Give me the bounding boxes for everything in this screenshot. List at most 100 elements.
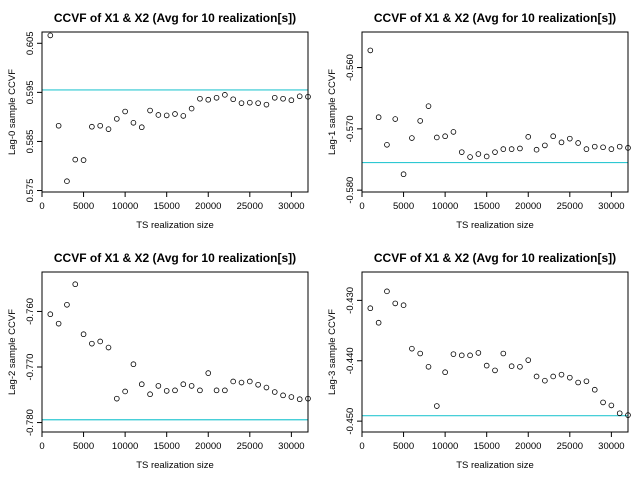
data-point	[197, 95, 203, 102]
data-point	[80, 157, 87, 163]
data-point	[188, 105, 195, 112]
plot-frame	[361, 271, 629, 433]
data-point	[517, 145, 523, 152]
x-tick-label: 20000	[515, 441, 541, 452]
data-point	[600, 399, 606, 406]
data-point	[238, 100, 245, 106]
data-point	[247, 378, 253, 385]
data-point	[591, 386, 598, 393]
data-point	[533, 373, 540, 380]
x-tick-label: 5000	[73, 201, 94, 212]
y-axis-label: Lag-0 sample CCVF	[7, 69, 18, 155]
y-axis-label: Lag-2 sample CCVF	[7, 309, 18, 395]
y-tick-label: -0.450	[345, 408, 356, 435]
data-point	[608, 146, 615, 152]
data-point	[288, 394, 295, 400]
chart-title: CCVF of X1 & X2 (Avg for 10 realization[…	[374, 11, 616, 25]
data-point	[616, 410, 623, 417]
x-tick-label: 25000	[557, 201, 583, 212]
x-tick-label: 15000	[153, 201, 179, 212]
y-tick-label: -0.440	[345, 347, 356, 374]
data-point	[55, 320, 62, 327]
panel-1: CCVF of X1 & X2 (Avg for 10 realization[…	[327, 11, 631, 231]
data-point	[483, 153, 490, 160]
data-point	[114, 116, 120, 122]
data-point	[467, 154, 473, 160]
panel-0: CCVF of X1 & X2 (Avg for 10 realization[…	[7, 11, 311, 231]
y-tick-label: -0.560	[345, 54, 356, 81]
data-point	[492, 149, 498, 155]
data-point	[583, 378, 590, 385]
data-point	[222, 387, 228, 394]
y-tick-label: -0.760	[25, 298, 36, 325]
data-point	[600, 144, 606, 151]
data-point	[417, 350, 423, 357]
x-tick-label: 25000	[237, 201, 263, 212]
data-point	[55, 122, 62, 129]
x-tick-label: 25000	[237, 441, 263, 452]
x-tick-label: 25000	[557, 441, 583, 452]
data-point	[205, 96, 212, 103]
y-tick-label: -0.770	[25, 354, 36, 381]
panel-2: CCVF of X1 & X2 (Avg for 10 realization[…	[7, 251, 311, 471]
x-tick-label: 15000	[473, 441, 499, 452]
data-point	[122, 388, 128, 395]
data-point	[89, 123, 95, 130]
data-point	[230, 378, 236, 385]
data-point	[72, 281, 79, 288]
data-point	[450, 351, 457, 357]
data-point	[442, 133, 448, 140]
data-point	[425, 103, 432, 109]
data-point	[97, 122, 103, 129]
data-point	[492, 367, 498, 374]
data-point	[114, 395, 120, 402]
x-tick-label: 10000	[432, 441, 458, 452]
data-point	[255, 381, 261, 388]
y-axis-label: Lag-1 sample CCVF	[327, 69, 338, 155]
data-point	[558, 139, 565, 146]
data-point	[213, 94, 220, 101]
y-tick-label: -0.570	[345, 115, 356, 142]
x-tick-label: 10000	[432, 201, 458, 212]
data-point	[450, 129, 457, 135]
data-point	[147, 107, 153, 114]
data-point	[500, 146, 507, 152]
data-point	[271, 94, 278, 101]
data-point	[591, 143, 598, 150]
x-tick-label: 5000	[73, 441, 94, 452]
data-point	[483, 362, 490, 369]
data-point	[550, 373, 556, 380]
x-tick-label: 0	[359, 201, 364, 212]
data-point	[517, 363, 523, 370]
data-point	[458, 352, 465, 359]
chart-title: CCVF of X1 & X2 (Avg for 10 realization[…	[54, 251, 296, 265]
data-point	[105, 126, 112, 132]
data-point	[467, 352, 473, 359]
data-point	[172, 387, 178, 394]
x-axis-label: TS realization size	[136, 220, 214, 231]
data-point	[542, 142, 548, 149]
data-point	[525, 134, 532, 140]
data-point	[296, 93, 303, 100]
data-point	[205, 370, 212, 376]
plot-frame	[361, 31, 629, 193]
data-point	[575, 379, 581, 386]
data-point	[583, 146, 590, 152]
data-point	[163, 112, 170, 119]
x-tick-label: 30000	[598, 441, 624, 452]
data-point	[138, 381, 145, 388]
data-point	[163, 388, 170, 394]
data-point	[122, 108, 128, 115]
x-tick-label: 10000	[112, 441, 138, 452]
data-point	[409, 135, 415, 141]
data-point	[475, 350, 482, 356]
chart-title: CCVF of X1 & X2 (Avg for 10 realization[…	[374, 251, 616, 265]
data-point	[550, 133, 556, 140]
y-tick-label: 0.595	[25, 80, 36, 104]
data-point	[475, 151, 482, 157]
x-axis-label: TS realization size	[136, 460, 214, 471]
data-point	[458, 149, 465, 155]
data-point	[616, 143, 623, 150]
y-tick-label: -0.430	[345, 287, 356, 314]
x-tick-label: 0	[39, 201, 44, 212]
